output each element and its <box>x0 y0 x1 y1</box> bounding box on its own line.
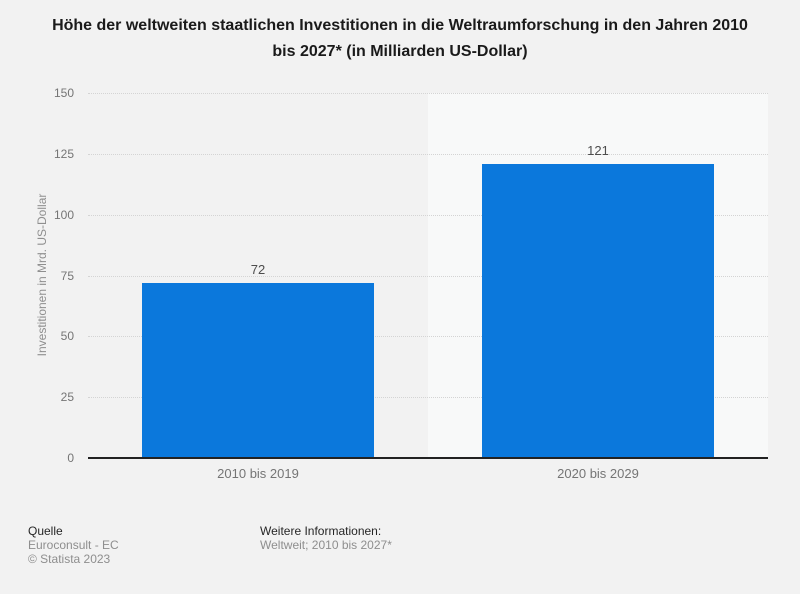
y-tick-label: 100 <box>53 207 74 222</box>
gridline <box>88 336 768 338</box>
source-block: Quelle Euroconsult - EC © Statista 2023 <box>28 524 119 566</box>
info-value: Weltweit; 2010 bis 2027* <box>260 538 392 552</box>
plot-area: 72 121 <box>88 93 768 459</box>
y-tick-label: 0 <box>67 451 74 465</box>
bar-series: 72 121 <box>88 93 768 458</box>
gridline <box>88 275 768 277</box>
source-label: Quelle <box>28 524 63 538</box>
bar[interactable] <box>142 282 374 458</box>
gridline <box>88 153 768 155</box>
x-category-label: 2020 bis 2029 <box>557 466 639 481</box>
y-tick-label: 25 <box>60 390 74 405</box>
gridline <box>88 214 768 216</box>
y-tick-label: 75 <box>60 268 74 283</box>
y-tick-label: 50 <box>60 329 74 344</box>
x-category-label: 2010 bis 2019 <box>217 466 299 481</box>
gridline <box>88 93 768 94</box>
bar[interactable] <box>482 163 714 458</box>
source-value: Euroconsult - EC <box>28 538 119 552</box>
info-label: Weitere Informationen: <box>260 524 382 538</box>
y-tick-label: 125 <box>53 146 74 161</box>
y-axis-tick-labels: 0 25 50 75 100 125 150 <box>0 86 74 465</box>
bar-value-label: 72 <box>250 261 266 277</box>
x-axis-line <box>88 457 768 459</box>
x-axis-category-labels: 2010 bis 2019 2020 bis 2029 <box>88 466 768 481</box>
y-tick-label: 150 <box>53 86 74 100</box>
bar-cell: 121 <box>428 93 768 458</box>
bar-value-label: 121 <box>587 142 609 158</box>
info-block: Weitere Informationen: Weltweit; 2010 bi… <box>260 524 392 552</box>
copyright-notice: © Statista 2023 <box>28 552 111 566</box>
gridline <box>88 397 768 399</box>
gridlines <box>88 93 768 458</box>
chart-title: Höhe der weltweiten staatlichen Investit… <box>52 17 748 60</box>
bar-cell: 72 <box>88 93 428 458</box>
